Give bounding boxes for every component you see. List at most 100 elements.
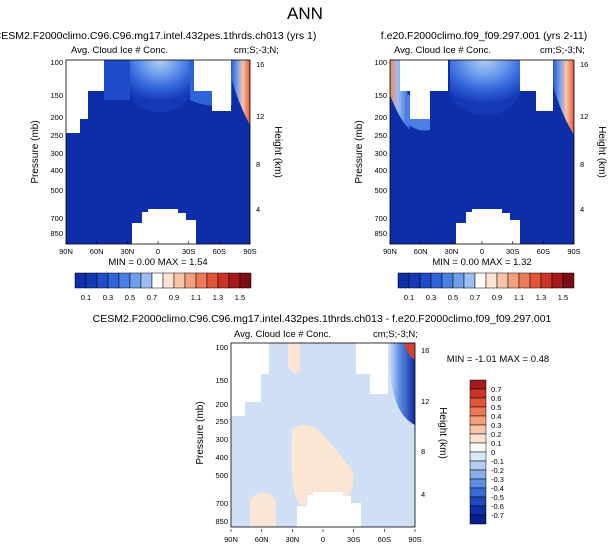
colorbar-label: 0.5: [491, 403, 501, 412]
mask-top-left-3: [231, 402, 245, 416]
panel-subtitle-left: Avg. Cloud Ice # Conc.: [71, 45, 168, 56]
panel-title: CESM2.F2000climo.C96.C96.mg17.intel.432p…: [0, 30, 316, 42]
colorbar-swatch: [469, 505, 487, 516]
mask-top-right-2: [536, 91, 553, 111]
y-tick-label: 850: [215, 517, 228, 526]
mask-top-left-2: [410, 91, 430, 119]
x-tick-label: 90N: [383, 247, 397, 256]
x-tick-label: 30S: [347, 535, 360, 544]
colorbar-label: 0: [491, 448, 495, 457]
y2-tick-label: 4: [580, 205, 584, 214]
mask-top-left: [400, 60, 448, 91]
y-tick-label: 500: [374, 186, 387, 195]
x-tick-label: 90N: [224, 535, 238, 544]
y-tick-label: 700: [374, 214, 387, 223]
colorbar-label: 0.3: [491, 421, 501, 430]
figure-title: ANN: [287, 4, 323, 23]
colorbar-label: -0.5: [491, 493, 504, 502]
mask-top-right: [356, 343, 388, 374]
colorbar-swatch: [540, 272, 553, 289]
mask-top-left: [66, 60, 104, 91]
panel-difference: CESM2.F2000climo.C96.C96.mg17.intel.432p…: [93, 313, 552, 544]
right-edge-highlight: [552, 60, 574, 135]
y-tick-label: 100: [50, 58, 63, 67]
y-tick-label: 300: [215, 435, 228, 444]
mask-top-right: [520, 60, 553, 91]
colorbar-swatch: [469, 487, 487, 498]
colorbar-swatch: [469, 388, 487, 399]
colorbar-swatch: [206, 272, 219, 289]
y-tick-label: 150: [374, 91, 387, 100]
colorbar-label: -0.4: [491, 484, 504, 493]
y-tick-label: 200: [50, 113, 63, 122]
x-tick-label: 60N: [90, 247, 104, 256]
colorbar-swatch: [96, 272, 109, 289]
x-tick-label: 60S: [378, 535, 391, 544]
colorbar-label: 1.1: [191, 293, 201, 302]
colorbar-label: 0.1: [404, 293, 414, 302]
y-tick-label: 250: [215, 417, 228, 426]
colorbar-swatch: [173, 272, 186, 289]
min-max-text: MIN = 0.00 MAX = 1.32: [432, 257, 531, 268]
mask-top-right-2: [370, 374, 388, 394]
x-tick-label: 90N: [59, 247, 73, 256]
upper-cloud-region-left: [104, 60, 130, 100]
colorbar-swatch: [140, 272, 153, 289]
x-tick-label: 30N: [120, 247, 134, 256]
colorbar-swatch: [562, 272, 575, 289]
colorbar-swatch: [463, 272, 476, 289]
colorbar-swatch: [430, 272, 443, 289]
x-tick-label: 0: [321, 535, 325, 544]
colorbar-label: 1.5: [558, 293, 568, 302]
colorbar-swatch: [469, 451, 487, 462]
positive-anomaly-right: [404, 343, 415, 360]
y2-axis-label: Height (km): [596, 126, 607, 178]
colorbar-swatch: [408, 272, 421, 289]
y-tick-label: 500: [50, 186, 63, 195]
colorbar-label: 0.2: [491, 430, 501, 439]
colorbar-label: 0.7: [147, 293, 157, 302]
min-max-text: MIN = 0.00 MAX = 1.54: [108, 257, 207, 268]
colorbar-label: 0.5: [448, 293, 458, 302]
right-edge-decrease: [389, 343, 415, 425]
colorbar-swatch: [452, 272, 465, 289]
y2-axis-label: Height (km): [272, 126, 283, 178]
panel-subtitle-left: Avg. Cloud Ice # Conc.: [394, 45, 491, 56]
colorbar-swatch: [469, 406, 487, 417]
colorbar-label: 0.9: [492, 293, 502, 302]
colorbar-label: -0.1: [491, 457, 504, 466]
colorbar-label: 0.7: [470, 293, 480, 302]
colorbar-swatch: [507, 272, 520, 289]
y2-tick-label: 12: [580, 112, 588, 121]
colorbar-swatch: [551, 272, 564, 289]
x-tick-label: 60S: [213, 247, 226, 256]
colorbar-swatch: [162, 272, 175, 289]
y2-tick-label: 4: [256, 205, 260, 214]
colorbar-swatch: [397, 272, 410, 289]
colorbar-swatch: [184, 272, 197, 289]
x-tick-label: 90S: [243, 247, 256, 256]
colorbar-label: 1.5: [235, 293, 245, 302]
colorbar-swatch: [469, 379, 487, 390]
y-axis-label: Pressure (mb): [30, 120, 41, 183]
colorbar-label: 0.1: [491, 439, 501, 448]
y2-tick-label: 12: [421, 397, 429, 406]
right-edge-highlight: [230, 60, 250, 125]
positive-anomaly-top: [288, 343, 300, 374]
panel-title: CESM2.F2000climo.C96.C96.mg17.intel.432p…: [93, 313, 552, 325]
x-tick-label: 0: [156, 247, 160, 256]
colorbar-label: 1.3: [213, 293, 223, 302]
colorbar-swatch: [469, 514, 487, 525]
y2-tick-label: 16: [580, 60, 588, 69]
colorbar-swatch: [469, 433, 487, 444]
colorbar-label: 0.7: [491, 385, 501, 394]
y-tick-label: 150: [215, 376, 228, 385]
colorbar-swatch: [496, 272, 509, 289]
panel-title: f.e20.F2000climo.f09_f09.297.001 (yrs 2-…: [381, 30, 587, 42]
panel-subtitle-left: Avg. Cloud Ice # Conc.: [234, 329, 331, 340]
y-tick-label: 250: [374, 131, 387, 140]
colorbar-swatch: [469, 397, 487, 408]
y-tick-label: 300: [374, 149, 387, 158]
mask-top-left-2: [66, 91, 88, 119]
